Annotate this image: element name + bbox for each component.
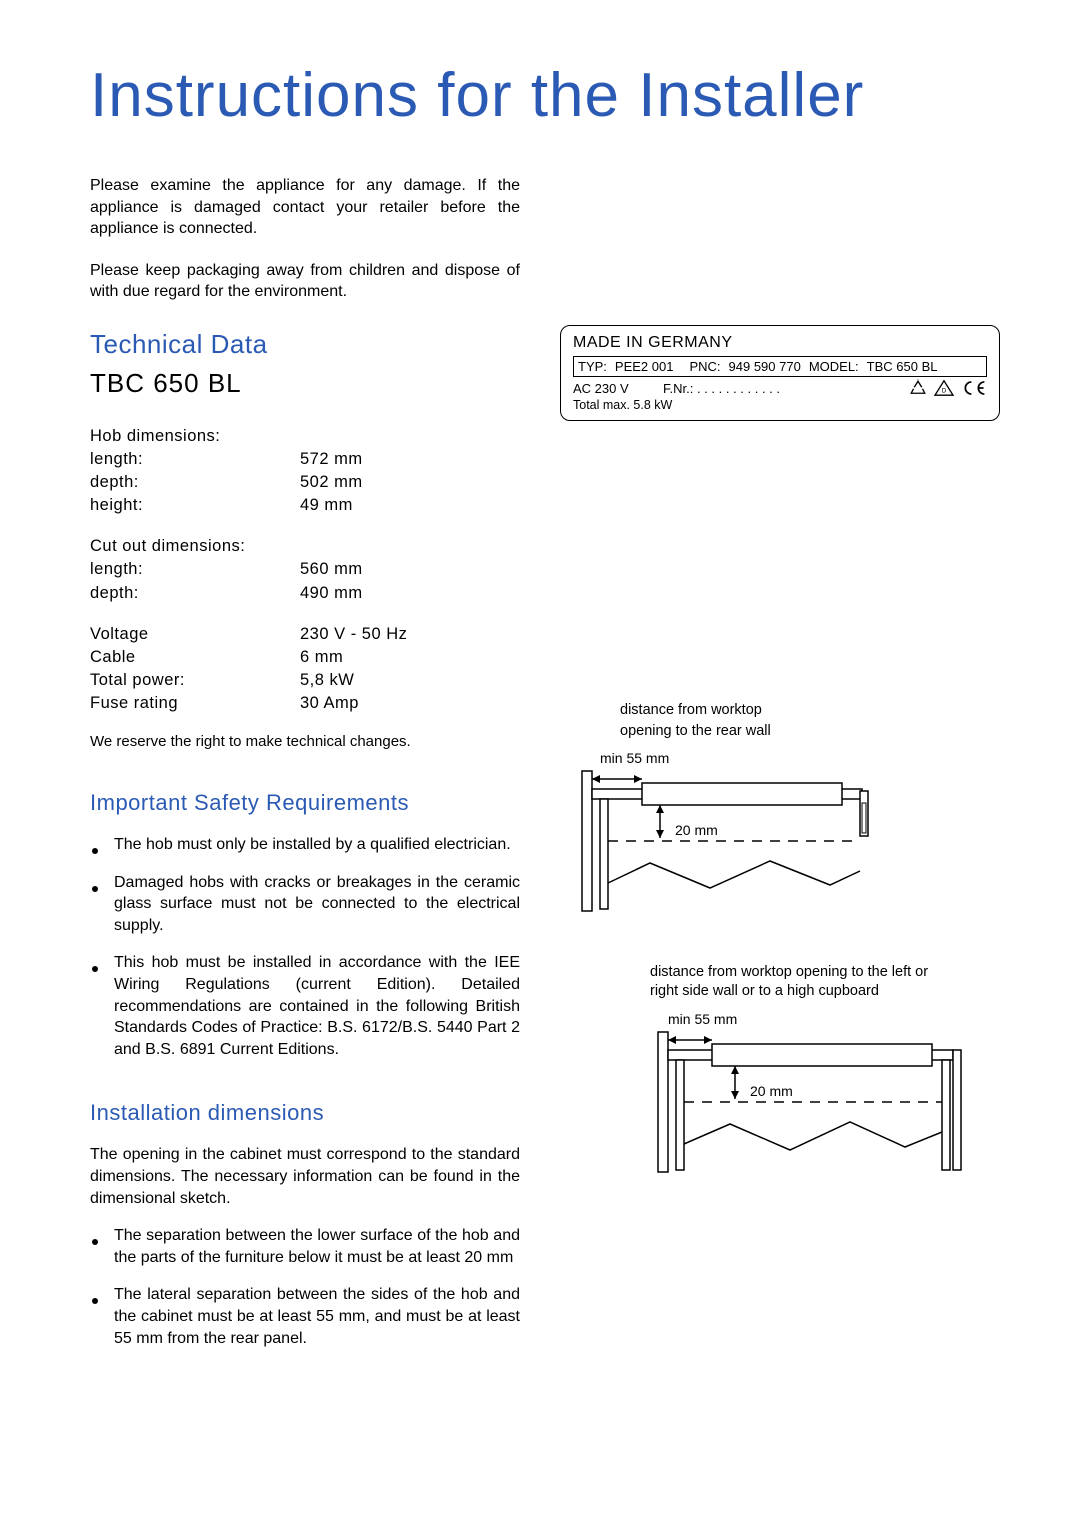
install-dim-heading: Installation dimensions bbox=[90, 1100, 520, 1126]
rp-ac: AC 230 V bbox=[573, 381, 663, 396]
intro-paragraph-2: Please keep packaging away from children… bbox=[90, 260, 520, 303]
install-dim-list: The separation between the lower surface… bbox=[90, 1225, 520, 1349]
rp-top-row: TYP: PEE2 001 PNC: 949 590 770 MODEL: TB… bbox=[573, 356, 987, 377]
list-item: The lateral separation between the sides… bbox=[90, 1284, 520, 1349]
spec-label: length: bbox=[90, 558, 300, 581]
rating-plate: MADE IN GERMANY TYP: PEE2 001 PNC: 949 5… bbox=[560, 325, 1000, 421]
spec-value: 6 mm bbox=[300, 646, 343, 669]
d1-min-label: min 55 mm bbox=[600, 750, 669, 766]
content-columns: Please examine the appliance for any dam… bbox=[90, 175, 990, 1365]
spec-label: Total power: bbox=[90, 669, 300, 692]
spec-value: 49 mm bbox=[300, 494, 353, 517]
spec-value: 560 mm bbox=[300, 558, 363, 581]
spec-value: 5,8 kW bbox=[300, 669, 354, 692]
rp-icons: D bbox=[909, 379, 987, 397]
right-column: MADE IN GERMANY TYP: PEE2 001 PNC: 949 5… bbox=[560, 175, 1000, 1365]
safety-heading: Important Safety Requirements bbox=[90, 790, 520, 816]
d1-svg: min 55 mm 20 mm bbox=[560, 743, 890, 923]
spec-group-title: Cut out dimensions: bbox=[90, 535, 300, 558]
d2-gap-label: 20 mm bbox=[750, 1083, 793, 1099]
rp-pnc-label: PNC: bbox=[689, 359, 720, 374]
d2-min-label: min 55 mm bbox=[668, 1011, 737, 1027]
spec-group-title: Hob dimensions: bbox=[90, 425, 300, 448]
spec-label: height: bbox=[90, 494, 300, 517]
spec-label: Voltage bbox=[90, 623, 300, 646]
d1-caption-2: opening to the rear wall bbox=[620, 722, 1000, 741]
list-item: The separation between the lower surface… bbox=[90, 1225, 520, 1268]
recycle-icon bbox=[909, 379, 927, 397]
spec-value: 502 mm bbox=[300, 471, 363, 494]
rp-typ: PEE2 001 bbox=[615, 359, 674, 374]
install-dim-intro: The opening in the cabinet must correspo… bbox=[90, 1144, 520, 1209]
spec-label: Cable bbox=[90, 646, 300, 669]
spec-label: depth: bbox=[90, 471, 300, 494]
spec-value: 490 mm bbox=[300, 582, 363, 605]
rp-total: Total max. 5.8 kW bbox=[573, 398, 987, 412]
rp-made-in: MADE IN GERMANY bbox=[573, 334, 987, 352]
intro-paragraph-1: Please examine the appliance for any dam… bbox=[90, 175, 520, 240]
triangle-cert-icon: D bbox=[933, 379, 955, 397]
spec-value: 572 mm bbox=[300, 448, 363, 471]
rp-model: TBC 650 BL bbox=[867, 359, 938, 374]
spec-hob-dimensions: Hob dimensions: length:572 mm depth:502 … bbox=[90, 425, 520, 517]
list-item: This hob must be installed in accordance… bbox=[90, 952, 520, 1060]
list-item: The hob must only be installed by a qual… bbox=[90, 834, 520, 856]
reserve-note: We reserve the right to make technical c… bbox=[90, 733, 520, 750]
rp-model-label: MODEL: bbox=[809, 359, 859, 374]
safety-list: The hob must only be installed by a qual… bbox=[90, 834, 520, 1060]
spec-label: Fuse rating bbox=[90, 692, 300, 715]
svg-text:D: D bbox=[942, 388, 947, 395]
spec-electrical: Voltage230 V - 50 Hz Cable6 mm Total pow… bbox=[90, 623, 520, 715]
ce-mark-icon bbox=[961, 379, 987, 397]
spec-value: 230 V - 50 Hz bbox=[300, 623, 407, 646]
left-column: Please examine the appliance for any dam… bbox=[90, 175, 520, 1365]
installation-diagram-1: distance from worktop opening to the rea… bbox=[560, 701, 1000, 923]
page-title: Instructions for the Installer bbox=[90, 60, 990, 131]
rp-typ-label: TYP: bbox=[578, 359, 607, 374]
installation-diagram-2: distance from worktop opening to the lef… bbox=[650, 963, 1000, 1183]
spec-label: length: bbox=[90, 448, 300, 471]
rp-pnc: 949 590 770 bbox=[729, 359, 801, 374]
d1-caption-1: distance from worktop bbox=[620, 701, 1000, 720]
spec-value: 30 Amp bbox=[300, 692, 359, 715]
list-item: Damaged hobs with cracks or breakages in… bbox=[90, 872, 520, 937]
technical-data-heading: Technical Data bbox=[90, 329, 520, 360]
d2-svg: min 55 mm 20 mm bbox=[650, 1002, 970, 1182]
rp-fnr: F.Nr.: . . . . . . . . . . . . bbox=[663, 381, 909, 396]
spec-cutout-dimensions: Cut out dimensions: length:560 mm depth:… bbox=[90, 535, 520, 604]
model-number: TBC 650 BL bbox=[90, 368, 520, 399]
d2-caption: distance from worktop opening to the lef… bbox=[650, 963, 940, 1001]
spec-label: depth: bbox=[90, 582, 300, 605]
rp-mid-row: AC 230 V F.Nr.: . . . . . . . . . . . . … bbox=[573, 379, 987, 397]
d1-gap-label: 20 mm bbox=[675, 822, 718, 838]
